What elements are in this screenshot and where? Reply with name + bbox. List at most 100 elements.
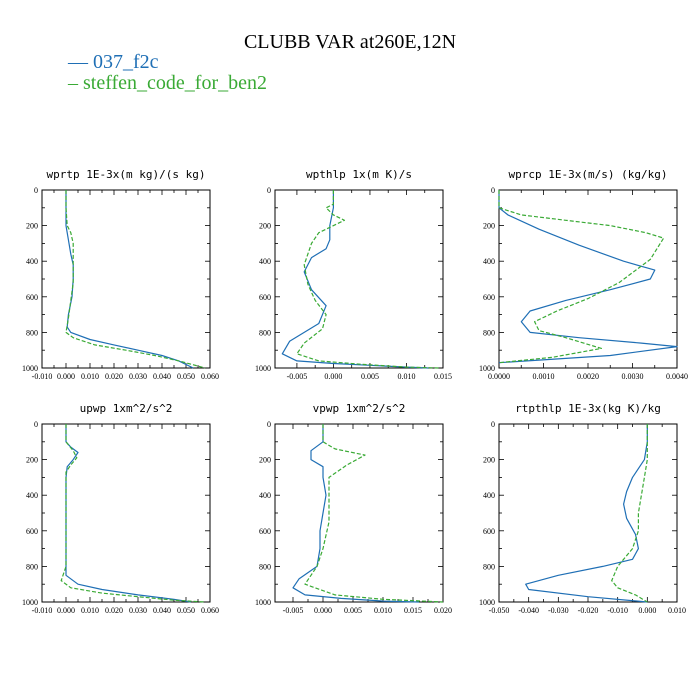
x-tick-label: -0.010 bbox=[32, 606, 53, 615]
panel-title: rtpthlp 1E-3x(kg K)/kg bbox=[515, 402, 661, 415]
series-line-steffen-code bbox=[498, 190, 665, 364]
x-tick-label: 0.010 bbox=[668, 606, 686, 615]
x-tick-label: 0.005 bbox=[344, 606, 362, 615]
series-line-037-f2c bbox=[65, 424, 191, 603]
series-line-steffen-code bbox=[296, 190, 440, 369]
x-tick-label: 0.020 bbox=[105, 606, 123, 615]
panel-4: upwp 1xm^2/s^2 -0.010 0.000 0.010 0.020 0.030… bbox=[22, 402, 219, 615]
series-line-037-f2c bbox=[292, 424, 420, 603]
x-tick-label: 0.010 bbox=[397, 372, 415, 381]
y-tick-label: 600 bbox=[26, 527, 38, 536]
x-tick-label: 0.000 bbox=[57, 606, 75, 615]
x-tick-label: 0.040 bbox=[153, 606, 171, 615]
y-tick-label: 1000 bbox=[22, 364, 38, 373]
x-tick-label: 0.050 bbox=[177, 372, 195, 381]
series-line-steffen-code bbox=[304, 424, 444, 603]
panel-grid: wprtp 1E-3x(m kg)/(s kg) -0.010 0.000 0.010… bbox=[22, 168, 688, 615]
x-tick-label: -0.005 bbox=[283, 606, 304, 615]
panel-title: upwp 1xm^2/s^2 bbox=[80, 402, 173, 415]
x-tick-label: 0.0010 bbox=[533, 372, 555, 381]
x-tick-label: 0.0040 bbox=[666, 372, 688, 381]
panel-5: vpwp 1xm^2/s^2 -0.005 0.000 0.005 0.010 0.015… bbox=[255, 402, 452, 615]
plot-frame bbox=[41, 423, 211, 603]
y-tick-label: 800 bbox=[483, 562, 495, 571]
y-tick-label: 1000 bbox=[255, 598, 271, 607]
panel-title: wpthlp 1x(m K)/s bbox=[306, 168, 412, 181]
y-tick-label: 0 bbox=[34, 186, 38, 195]
series-line-steffen-code bbox=[65, 190, 206, 369]
x-tick-label: 0.010 bbox=[374, 606, 392, 615]
x-tick-label: 0.040 bbox=[153, 372, 171, 381]
y-tick-label: 800 bbox=[259, 562, 271, 571]
x-tick-label: 0.000 bbox=[638, 606, 656, 615]
y-tick-label: 200 bbox=[259, 222, 271, 231]
x-tick-label: 0.010 bbox=[81, 372, 99, 381]
y-tick-label: 1000 bbox=[22, 598, 38, 607]
panel-3: wprcp 1E-3x(m/s) (kg/kg) 0.0000 0.0010 0.00… bbox=[479, 168, 688, 381]
x-tick-label: -0.040 bbox=[518, 606, 539, 615]
y-tick-label: 600 bbox=[259, 527, 271, 536]
y-tick-label: 0 bbox=[34, 420, 38, 429]
x-tick-label: -0.030 bbox=[548, 606, 569, 615]
y-tick-label: 800 bbox=[26, 328, 38, 337]
panel-title: wprcp 1E-3x(m/s) (kg/kg) bbox=[509, 168, 668, 181]
y-tick-label: 1000 bbox=[479, 364, 495, 373]
x-tick-label: -0.010 bbox=[607, 606, 628, 615]
series-line-037-f2c bbox=[281, 190, 429, 369]
y-tick-label: 0 bbox=[491, 420, 495, 429]
y-tick-label: 0 bbox=[491, 186, 495, 195]
series-line-steffen-code bbox=[611, 424, 648, 603]
y-tick-label: 400 bbox=[26, 257, 38, 266]
x-tick-label: 0.030 bbox=[129, 372, 147, 381]
x-tick-label: 0.0020 bbox=[577, 372, 599, 381]
x-tick-label: 0.015 bbox=[434, 372, 452, 381]
x-tick-label: 0.020 bbox=[105, 372, 123, 381]
y-tick-label: 800 bbox=[259, 328, 271, 337]
legend-entry-steffen-code: – steffen_code_for_ben2 bbox=[67, 72, 267, 94]
x-tick-label: 0.060 bbox=[201, 606, 219, 615]
panel-6: rtpthlp 1E-3x(kg K)/kg -0.050 -0.040 -0.030… bbox=[479, 402, 686, 615]
y-tick-label: 200 bbox=[26, 456, 38, 465]
y-tick-label: 200 bbox=[26, 222, 38, 231]
panel-2: wpthlp 1x(m K)/s -0.005 0.000 0.005 0.010 0.0… bbox=[255, 168, 452, 381]
figure-title: CLUBB VAR at260E,12N bbox=[244, 31, 456, 53]
y-tick-label: 200 bbox=[483, 456, 495, 465]
series-line-037-f2c bbox=[498, 190, 678, 364]
y-tick-label: 600 bbox=[26, 293, 38, 302]
x-tick-label: 0.015 bbox=[404, 606, 422, 615]
x-tick-label: 0.0030 bbox=[622, 372, 644, 381]
x-tick-label: 0.005 bbox=[361, 372, 379, 381]
y-tick-label: 0 bbox=[267, 186, 271, 195]
y-tick-label: 600 bbox=[483, 527, 495, 536]
x-tick-label: 0.0000 bbox=[488, 372, 510, 381]
plot-frame bbox=[274, 189, 444, 369]
x-tick-label: 0.050 bbox=[177, 606, 195, 615]
panel-title: vpwp 1xm^2/s^2 bbox=[313, 402, 406, 415]
y-tick-label: 1000 bbox=[479, 598, 495, 607]
x-tick-label: 0.000 bbox=[314, 606, 332, 615]
x-tick-label: 0.060 bbox=[201, 372, 219, 381]
legend-entry-037-f2c: — 037_f2c bbox=[67, 51, 159, 73]
series-line-steffen-code bbox=[60, 424, 206, 603]
x-tick-label: 0.030 bbox=[129, 606, 147, 615]
y-tick-label: 400 bbox=[259, 257, 271, 266]
y-tick-label: 800 bbox=[26, 562, 38, 571]
y-tick-label: 600 bbox=[259, 293, 271, 302]
y-tick-label: 400 bbox=[483, 491, 495, 500]
y-tick-label: 200 bbox=[259, 456, 271, 465]
x-tick-label: 0.010 bbox=[81, 606, 99, 615]
x-tick-label: -0.020 bbox=[578, 606, 599, 615]
y-tick-label: 200 bbox=[483, 222, 495, 231]
y-tick-label: 1000 bbox=[255, 364, 271, 373]
x-tick-label: -0.050 bbox=[489, 606, 510, 615]
plot-frame bbox=[274, 423, 444, 603]
x-tick-label: -0.010 bbox=[32, 372, 53, 381]
y-tick-label: 400 bbox=[483, 257, 495, 266]
y-tick-label: 600 bbox=[483, 293, 495, 302]
x-tick-label: 0.000 bbox=[324, 372, 342, 381]
series-line-037-f2c bbox=[525, 424, 648, 603]
y-tick-label: 800 bbox=[483, 328, 495, 337]
x-tick-label: 0.000 bbox=[57, 372, 75, 381]
x-tick-label: -0.005 bbox=[287, 372, 308, 381]
